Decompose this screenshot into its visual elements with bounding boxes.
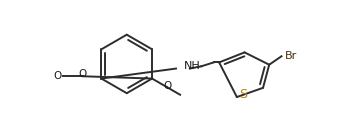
Text: NH: NH [184, 61, 201, 71]
Text: Br: Br [285, 51, 297, 61]
Text: O: O [79, 69, 87, 79]
Text: S: S [239, 88, 247, 101]
Text: O: O [53, 71, 61, 81]
Text: O: O [163, 81, 172, 91]
